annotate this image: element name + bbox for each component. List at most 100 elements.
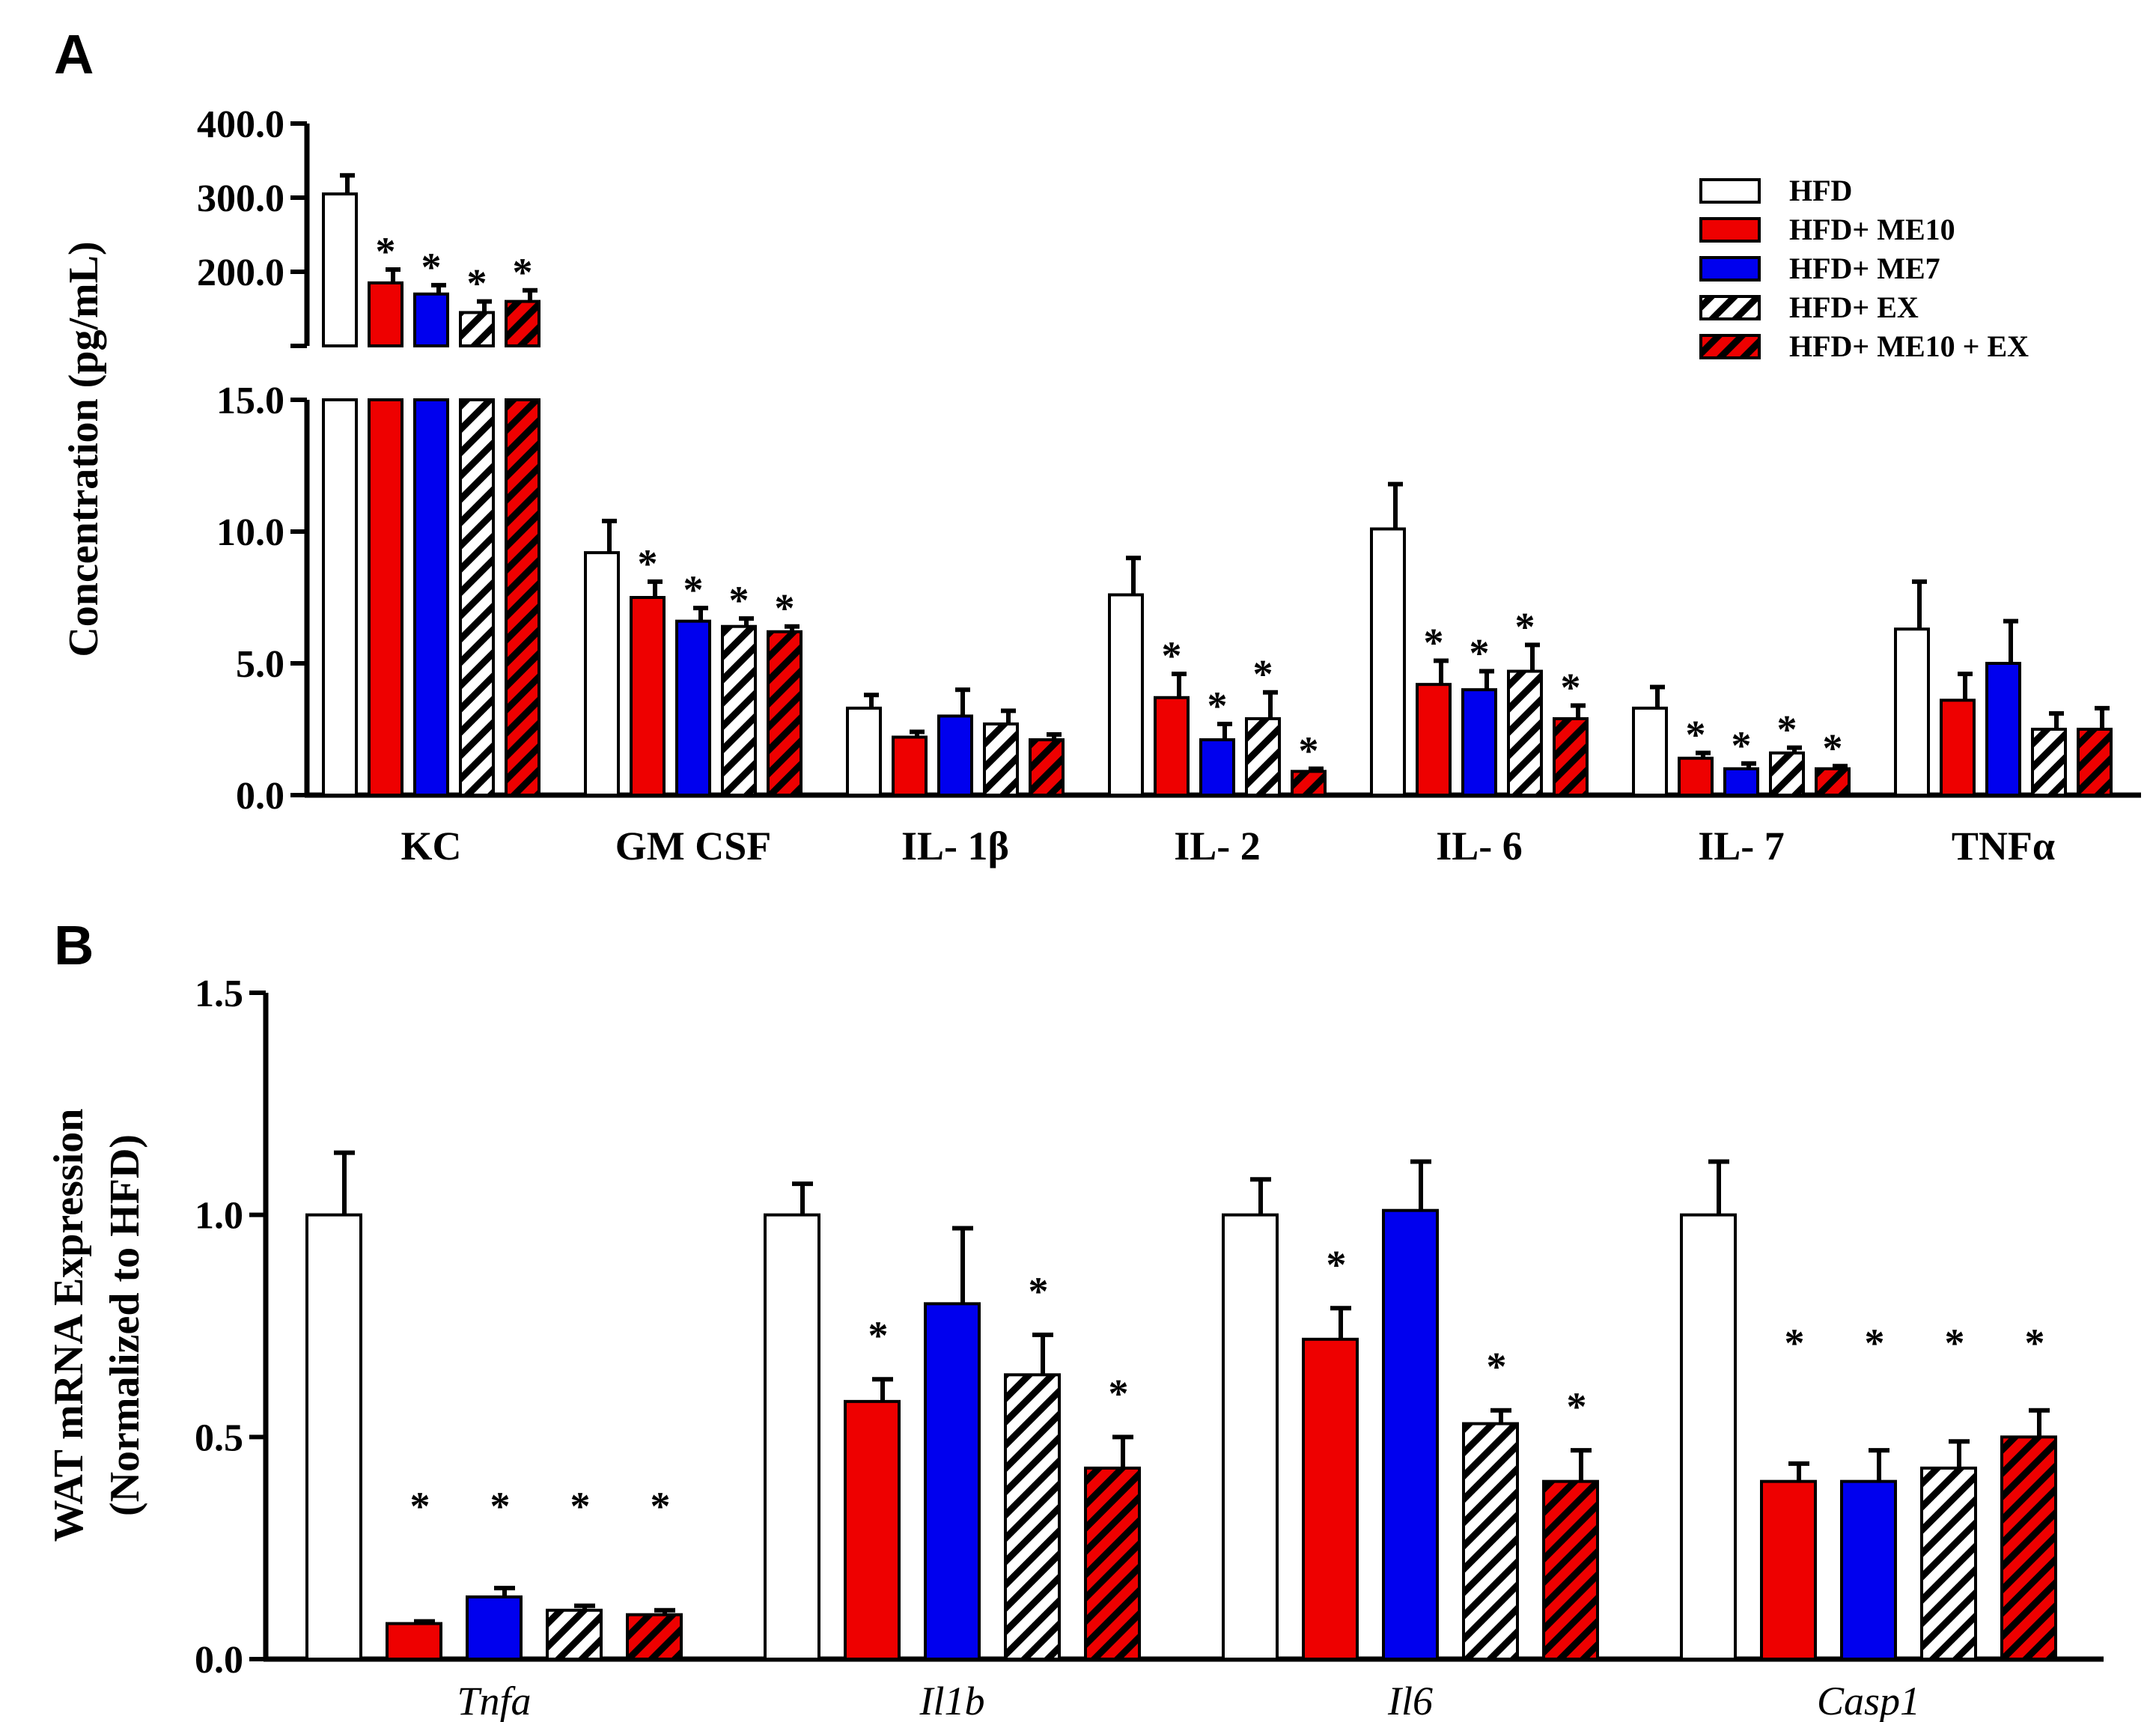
- significance-marker: *: [1777, 708, 1797, 752]
- bar-hfd-ex-tnf: [2031, 728, 2067, 797]
- significance-marker: *: [570, 1484, 591, 1529]
- significance-marker: *: [1732, 723, 1752, 768]
- legend: HFD HFD+ ME10 HFD+ ME7 HFD+ EX HFD+ ME10 + E…: [1699, 174, 2029, 363]
- x-category-label: TNFα: [1952, 824, 2055, 868]
- bar-hfd-tnf: [1894, 627, 1930, 797]
- bar-hfd-me10-ex-tnfa: [626, 1613, 683, 1661]
- bar-hfd-il-1: [846, 706, 882, 797]
- y-tick-label: 1.5: [195, 973, 243, 1015]
- significance-marker: *: [1561, 665, 1581, 710]
- x-category-label: Il1b: [919, 1679, 985, 1722]
- significance-marker: *: [729, 578, 749, 623]
- bar-hfd-me10-ex-il-6: [1553, 717, 1589, 797]
- bar-hfd-ex-il-1: [983, 722, 1019, 797]
- significance-marker: *: [868, 1313, 889, 1358]
- bar-hfd-kc: [322, 192, 358, 347]
- bar-hfd-ex-gm-csf: [721, 624, 757, 797]
- significance-marker: *: [1109, 1371, 1129, 1416]
- significance-marker: *: [775, 586, 795, 631]
- significance-marker: *: [683, 568, 704, 612]
- bar-hfd-ex-il-6: [1507, 669, 1543, 797]
- x-category-label: GM CSF: [615, 824, 772, 868]
- bar-hfd-me10-ex-il6: [1542, 1479, 1599, 1661]
- y-axis-title-line1: WAT mRNA Expression: [46, 1109, 92, 1542]
- y-tick-label: 0.5: [195, 1417, 243, 1459]
- bar-hfd-ex-il6: [1462, 1422, 1519, 1661]
- bar-hfd-me10-ex-kc-lower: [505, 398, 540, 797]
- significance-marker: *: [1327, 1242, 1347, 1287]
- bar-hfd-me10-ex-gm-csf: [767, 630, 803, 797]
- bar-hfd-il1b: [764, 1213, 820, 1661]
- y-axis-title: Concentration (pg/mL): [61, 241, 107, 657]
- significance-marker: *: [1823, 725, 1843, 770]
- bar-hfd-me7-il6: [1382, 1208, 1439, 1661]
- panel-b-label: B: [54, 914, 94, 976]
- bar-hfd-me10-il-7: [1678, 756, 1714, 797]
- significance-marker: *: [410, 1484, 430, 1529]
- x-category-label: IL- 2: [1174, 824, 1261, 868]
- y-tick-label: 0.0: [236, 775, 284, 818]
- bar-hfd-tnfa: [305, 1213, 362, 1661]
- bar-hfd-kc-lower: [322, 398, 358, 797]
- significance-marker: *: [513, 250, 533, 295]
- significance-marker: *: [638, 541, 658, 586]
- y-tick-label: 400.0: [197, 103, 284, 146]
- bar-hfd-me10-kc: [368, 281, 404, 348]
- significance-marker: *: [1253, 652, 1273, 697]
- significance-marker: *: [1865, 1321, 1885, 1366]
- y-tick-label: 5.0: [236, 643, 284, 686]
- y-tick-label: 15.0: [216, 380, 284, 422]
- bar-hfd-me10-il6: [1302, 1337, 1359, 1661]
- significance-marker: *: [490, 1484, 511, 1529]
- significance-marker: *: [376, 229, 396, 274]
- bar-hfd-me10-il1b: [844, 1399, 901, 1661]
- bar-hfd-me7-il-1: [937, 714, 973, 797]
- bar-hfd-ex-kc-lower: [459, 398, 495, 797]
- bar-hfd-me10-tnfa: [386, 1622, 442, 1661]
- significance-marker: *: [1515, 604, 1535, 649]
- significance-marker: *: [1162, 633, 1182, 678]
- significance-marker: *: [1487, 1345, 1507, 1390]
- significance-marker: *: [1424, 620, 1444, 665]
- x-category-label: KC: [401, 824, 462, 868]
- bar-hfd-me7-il1b: [924, 1302, 981, 1661]
- bar-hfd-ex-tnfa: [546, 1608, 603, 1661]
- bar-hfd-me10-ex-casp1: [2000, 1435, 2057, 1661]
- x-category-label: Casp1: [1817, 1679, 1920, 1722]
- panel-a-chart: 0.0 5.0 10.0 15.0 200.0 300.0 400.0 Concentrati…: [61, 103, 2141, 868]
- x-category-label: Tnfa: [457, 1679, 531, 1722]
- y-tick-label: 1.0: [195, 1195, 243, 1238]
- bar-hfd-me10-ex-kc: [505, 299, 540, 348]
- significance-marker: *: [421, 245, 442, 290]
- bar-hfd-me10-ex-il-1: [1029, 738, 1065, 797]
- legend-swatch-hfd-me10-ex: [1699, 334, 1761, 359]
- legend-label-hfd-me10-ex: HFD+ ME10 + EX: [1789, 329, 2029, 363]
- bar-hfd-il-2: [1108, 593, 1144, 797]
- bar-hfd-ex-casp1: [1920, 1466, 1977, 1661]
- bar-hfd-ex-il1b: [1004, 1373, 1061, 1661]
- legend-swatch-hfd-me7: [1699, 256, 1761, 282]
- bar-hfd-gm-csf: [584, 551, 620, 797]
- significance-marker: *: [1208, 684, 1228, 728]
- y-tick-label: 200.0: [197, 252, 284, 294]
- legend-label-hfd: HFD: [1789, 174, 1852, 207]
- legend-swatch-hfd-me10: [1699, 217, 1761, 243]
- significance-marker: *: [651, 1484, 671, 1529]
- bar-hfd-me7-il-2: [1199, 738, 1235, 797]
- panel-a-label: A: [54, 23, 94, 85]
- bar-hfd-ex-kc: [459, 311, 495, 348]
- bar-hfd-me7-il-7: [1723, 767, 1759, 797]
- bar-hfd-me10-tnf: [1940, 699, 1976, 797]
- significance-marker: *: [1470, 631, 1490, 676]
- significance-marker: *: [1299, 728, 1319, 773]
- bar-hfd-ex-il-7: [1769, 751, 1805, 797]
- bar-hfd-il-7: [1632, 706, 1668, 797]
- bar-hfd-me10-casp1: [1760, 1479, 1817, 1661]
- x-category-label: Il6: [1387, 1679, 1433, 1722]
- bar-hfd-me7-kc-lower: [413, 398, 449, 797]
- significance-marker: *: [1945, 1321, 1965, 1366]
- bar-hfd-il6: [1222, 1213, 1279, 1661]
- bar-hfd-casp1: [1680, 1213, 1737, 1661]
- y-tick-label: 300.0: [197, 177, 284, 220]
